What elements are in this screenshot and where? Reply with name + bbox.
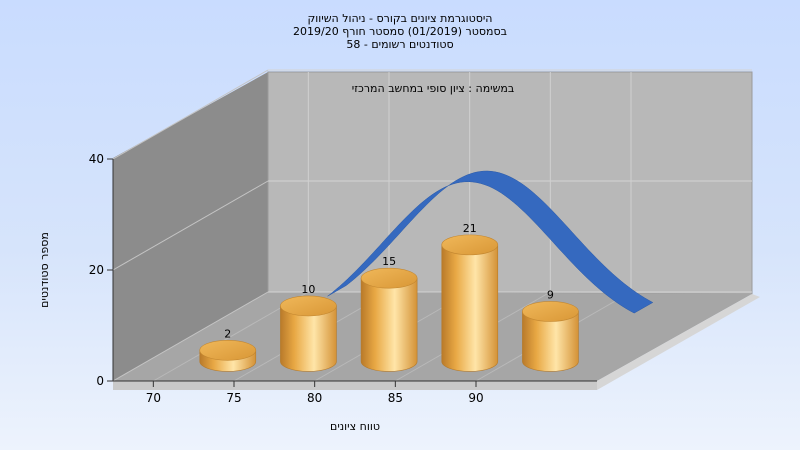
data-label-3: 21 [463, 222, 477, 235]
x-tick-label-3: 85 [388, 391, 403, 405]
x-tick-label-2: 80 [307, 391, 322, 405]
chart-title-line-2: בסמסטר (01/2019) סמסטר חורף 2019/20 [293, 25, 507, 38]
bar-1 [280, 295, 337, 372]
left-wall [113, 72, 268, 381]
bar-cap-3 [441, 234, 499, 256]
bar-body-2 [360, 277, 418, 372]
grid-line-left-0 [112, 291, 269, 382]
bar-body-4 [522, 311, 579, 372]
x-axis-title: טווח ציונים [330, 420, 380, 433]
bar-0 [199, 340, 257, 372]
data-label-2: 15 [382, 255, 396, 268]
bar-3 [441, 234, 499, 372]
floor-edge-front [113, 381, 597, 390]
y-axis-title: מספר סטודנטים [38, 232, 51, 308]
bar-cap-4 [522, 301, 579, 322]
chart-title-line-1: היסטוגרמת ציונים בקורס - ניהול השיווק [307, 12, 492, 25]
x-tick-label-1: 75 [226, 391, 241, 405]
distribution-curve [327, 170, 654, 314]
data-label-4: 9 [547, 288, 554, 301]
y-tick-label-0: 0 [96, 374, 104, 388]
bar-body-3 [441, 244, 499, 372]
chart-title-line-3: סטודנטים רשומים - 58 [346, 38, 453, 51]
bar-2 [360, 267, 418, 372]
bar-4 [522, 301, 579, 372]
bar-cap-2 [360, 267, 418, 289]
bar-cap-1 [280, 295, 337, 317]
floor-edge-side [597, 294, 760, 390]
bar-body-1 [280, 305, 337, 372]
grid-line-left-2 [112, 69, 269, 160]
data-label-1: 10 [301, 283, 315, 296]
y-tick-label-2: 40 [89, 152, 104, 166]
x-tick-label-4: 90 [468, 391, 483, 405]
x-tick-label-0: 70 [146, 391, 161, 405]
axes [107, 158, 597, 387]
chart-subtitle: במשימה : ציון סופי במחשב המרכזי [352, 82, 515, 95]
bar-cap-0 [199, 340, 257, 361]
y-tick-label-1: 20 [89, 263, 104, 277]
data-label-0: 2 [224, 327, 231, 340]
marks [199, 170, 654, 372]
grid-line-left-1 [112, 180, 269, 271]
labels: 0 20 40 70 75 80 85 90 2 10 15 21 9 [89, 152, 554, 405]
